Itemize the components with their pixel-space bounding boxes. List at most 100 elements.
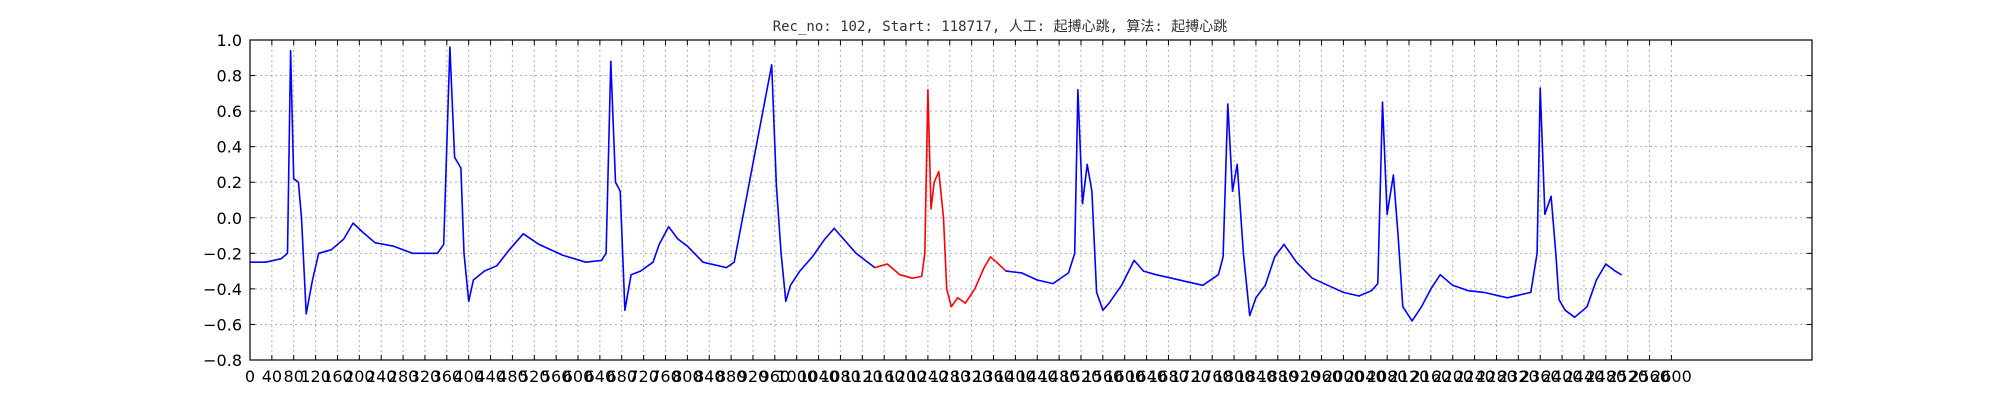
x-tick-label: 2600 bbox=[1651, 367, 1692, 386]
ecg-data-point bbox=[449, 46, 451, 48]
x-tick-label: 1240 bbox=[908, 367, 949, 386]
x-tick-label: 2560 bbox=[1629, 367, 1670, 386]
ecg-data-point bbox=[789, 284, 792, 286]
ecg-data-point bbox=[1202, 284, 1204, 286]
ecg-data-point bbox=[1586, 306, 1588, 308]
x-tick-label: 1120 bbox=[842, 367, 883, 386]
ecg-data-point bbox=[1430, 288, 1432, 290]
y-tick-label: −0.6 bbox=[203, 315, 242, 334]
ecg-data-point bbox=[1142, 270, 1145, 272]
ecg-data-point bbox=[899, 274, 901, 276]
ecg-data-point bbox=[1102, 309, 1104, 311]
ecg-data-point bbox=[1381, 101, 1384, 103]
x-tick-label: 2520 bbox=[1607, 367, 1648, 386]
ecg-data-point bbox=[886, 263, 888, 265]
ecg-data-point bbox=[924, 252, 926, 254]
y-tick-label: 1.0 bbox=[217, 31, 242, 50]
ecg-data-point bbox=[983, 267, 985, 269]
ecg-data-point bbox=[1483, 291, 1485, 293]
ecg-data-point bbox=[1605, 263, 1607, 265]
ecg-data-point bbox=[1096, 291, 1098, 293]
ecg-data-point bbox=[619, 190, 621, 192]
x-tick-label: 480 bbox=[497, 367, 528, 386]
ecg-data-point bbox=[1217, 274, 1219, 276]
x-tick-label: 2480 bbox=[1585, 367, 1626, 386]
x-tick-label: 0 bbox=[245, 367, 255, 386]
ecg-data-point bbox=[352, 222, 354, 224]
x-tick-label: 1640 bbox=[1126, 367, 1167, 386]
ecg-data-point bbox=[658, 243, 660, 245]
ecg-data-point bbox=[1186, 281, 1188, 283]
ecg-data-point bbox=[1342, 291, 1344, 293]
ecg-data-point bbox=[1420, 306, 1423, 308]
x-tick-label: 640 bbox=[585, 367, 616, 386]
x-tick-label: 1960 bbox=[1301, 367, 1342, 386]
ecg-data-point bbox=[989, 256, 992, 258]
x-tick-label: 320 bbox=[410, 367, 441, 386]
ecg-data-point bbox=[1392, 174, 1394, 176]
ecg-data-point bbox=[942, 217, 945, 219]
ecg-data-point bbox=[1295, 261, 1298, 263]
x-tick-label: 1200 bbox=[886, 367, 927, 386]
ecg-data-point bbox=[771, 64, 773, 66]
x-tick-label: 1920 bbox=[1279, 367, 1320, 386]
x-tick-label: 280 bbox=[388, 367, 419, 386]
ecg-data-point bbox=[1227, 103, 1229, 105]
ecg-data-point bbox=[824, 238, 826, 240]
series-layer bbox=[249, 46, 1622, 322]
ecg-data-point bbox=[496, 265, 498, 267]
ecg-data-point bbox=[686, 245, 689, 247]
y-tick-label: 0.6 bbox=[217, 102, 242, 121]
x-tick-label: 1800 bbox=[1214, 367, 1255, 386]
ecg-data-point bbox=[1452, 284, 1454, 286]
ecg-data-point bbox=[1074, 252, 1076, 254]
ecg-data-point bbox=[1536, 252, 1538, 254]
x-tick-label: 1280 bbox=[929, 367, 970, 386]
ecg-data-point bbox=[946, 288, 948, 290]
ecg-data-point bbox=[343, 238, 345, 240]
ecg-data-point bbox=[1614, 270, 1616, 272]
ecg-data-point bbox=[775, 185, 778, 187]
x-tick-label: 1080 bbox=[820, 367, 861, 386]
ecg-data-point bbox=[733, 261, 735, 263]
ecg-data-point bbox=[265, 261, 267, 263]
ecg-data-point bbox=[1439, 274, 1441, 276]
x-tick-label: 160 bbox=[322, 367, 353, 386]
ecg-data-point bbox=[1327, 284, 1329, 286]
ecg-data-point bbox=[1242, 252, 1244, 254]
axes: 1.00.80.60.40.20.0−0.2−0.4−0.6−0.80 40 801… bbox=[203, 31, 1812, 386]
ecg-data-point bbox=[639, 270, 642, 272]
ecg-data-point bbox=[311, 279, 314, 281]
ecg-data-point bbox=[1397, 235, 1399, 237]
ecg-data-point bbox=[472, 279, 474, 281]
ecg-data-point bbox=[1539, 87, 1541, 89]
ecg-data-point bbox=[1595, 279, 1597, 281]
ecg-data-point bbox=[374, 242, 376, 244]
x-tick-label: 360 bbox=[432, 367, 463, 386]
y-tick-label: 0.0 bbox=[217, 209, 242, 228]
x-tick-label: 2160 bbox=[1411, 367, 1452, 386]
x-tick-label: 200 bbox=[344, 367, 375, 386]
x-tick-label: 2000 bbox=[1323, 367, 1364, 386]
x-tick-label: 1040 bbox=[798, 367, 839, 386]
ecg-data-point bbox=[1620, 274, 1622, 276]
ecg-data-point bbox=[1377, 283, 1379, 285]
ecg-data-point bbox=[443, 243, 445, 245]
ecg-data-point bbox=[624, 309, 626, 311]
ecg-data-point bbox=[538, 243, 540, 245]
x-tick-label: 800 bbox=[672, 367, 703, 386]
x-tick-label: 920 bbox=[738, 367, 769, 386]
ecg-data-point bbox=[957, 297, 959, 299]
chart-title: Rec_no: 102, Start: 118717, 人工: 起搏心跳, 算法… bbox=[773, 18, 1228, 35]
ecg-series-line-3 bbox=[1005, 87, 1622, 322]
ecg-data-point bbox=[605, 252, 607, 254]
ecg-data-point bbox=[1108, 302, 1110, 304]
ecg-data-point bbox=[1231, 190, 1234, 192]
ecg-data-point bbox=[614, 181, 617, 183]
ecg-data-point bbox=[318, 252, 320, 254]
ecg-data-point bbox=[1036, 279, 1038, 281]
x-tick-label: 720 bbox=[628, 367, 659, 386]
ecg-data-point bbox=[1086, 163, 1088, 165]
ecg-data-point bbox=[1091, 190, 1093, 192]
ecg-series-line-1 bbox=[250, 46, 876, 315]
